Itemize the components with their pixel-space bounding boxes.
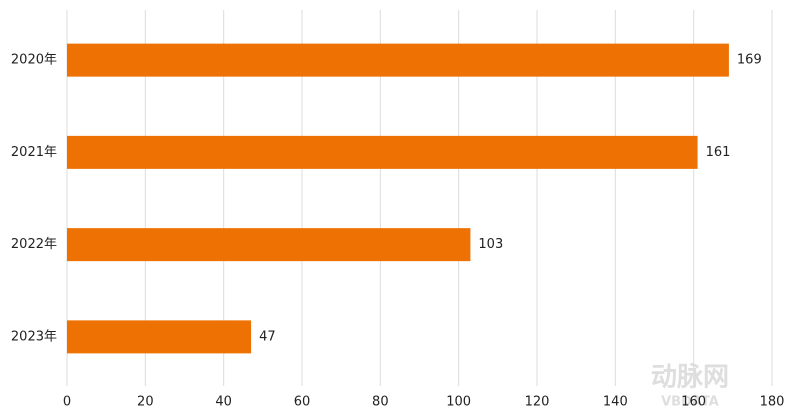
x-tick-label: 0: [63, 395, 71, 410]
bar: [67, 320, 252, 354]
y-tick-label: 2020年: [11, 53, 57, 68]
value-label: 47: [259, 329, 276, 344]
x-tick-label: 60: [294, 395, 311, 410]
y-tick-label: 2021年: [11, 145, 57, 160]
bar: [67, 43, 729, 77]
x-tick-label: 40: [215, 395, 232, 410]
value-label: 161: [706, 145, 731, 160]
bar: [67, 228, 471, 262]
y-tick-label: 2022年: [11, 237, 57, 252]
y-tick-label: 2023年: [11, 329, 57, 344]
x-tick-label: 20: [137, 395, 154, 410]
watermark: 动脉网: [651, 363, 729, 393]
x-tick-label: 80: [372, 395, 389, 410]
value-label: 103: [478, 237, 503, 252]
x-tick-label: 160: [681, 395, 706, 410]
bar: [67, 135, 698, 169]
x-tick-label: 140: [603, 395, 628, 410]
x-tick-label: 120: [525, 395, 550, 410]
x-tick-label: 100: [446, 395, 471, 410]
value-label: 169: [737, 53, 762, 68]
watermark: VBDATA: [661, 395, 719, 410]
x-tick-label: 180: [760, 395, 785, 410]
